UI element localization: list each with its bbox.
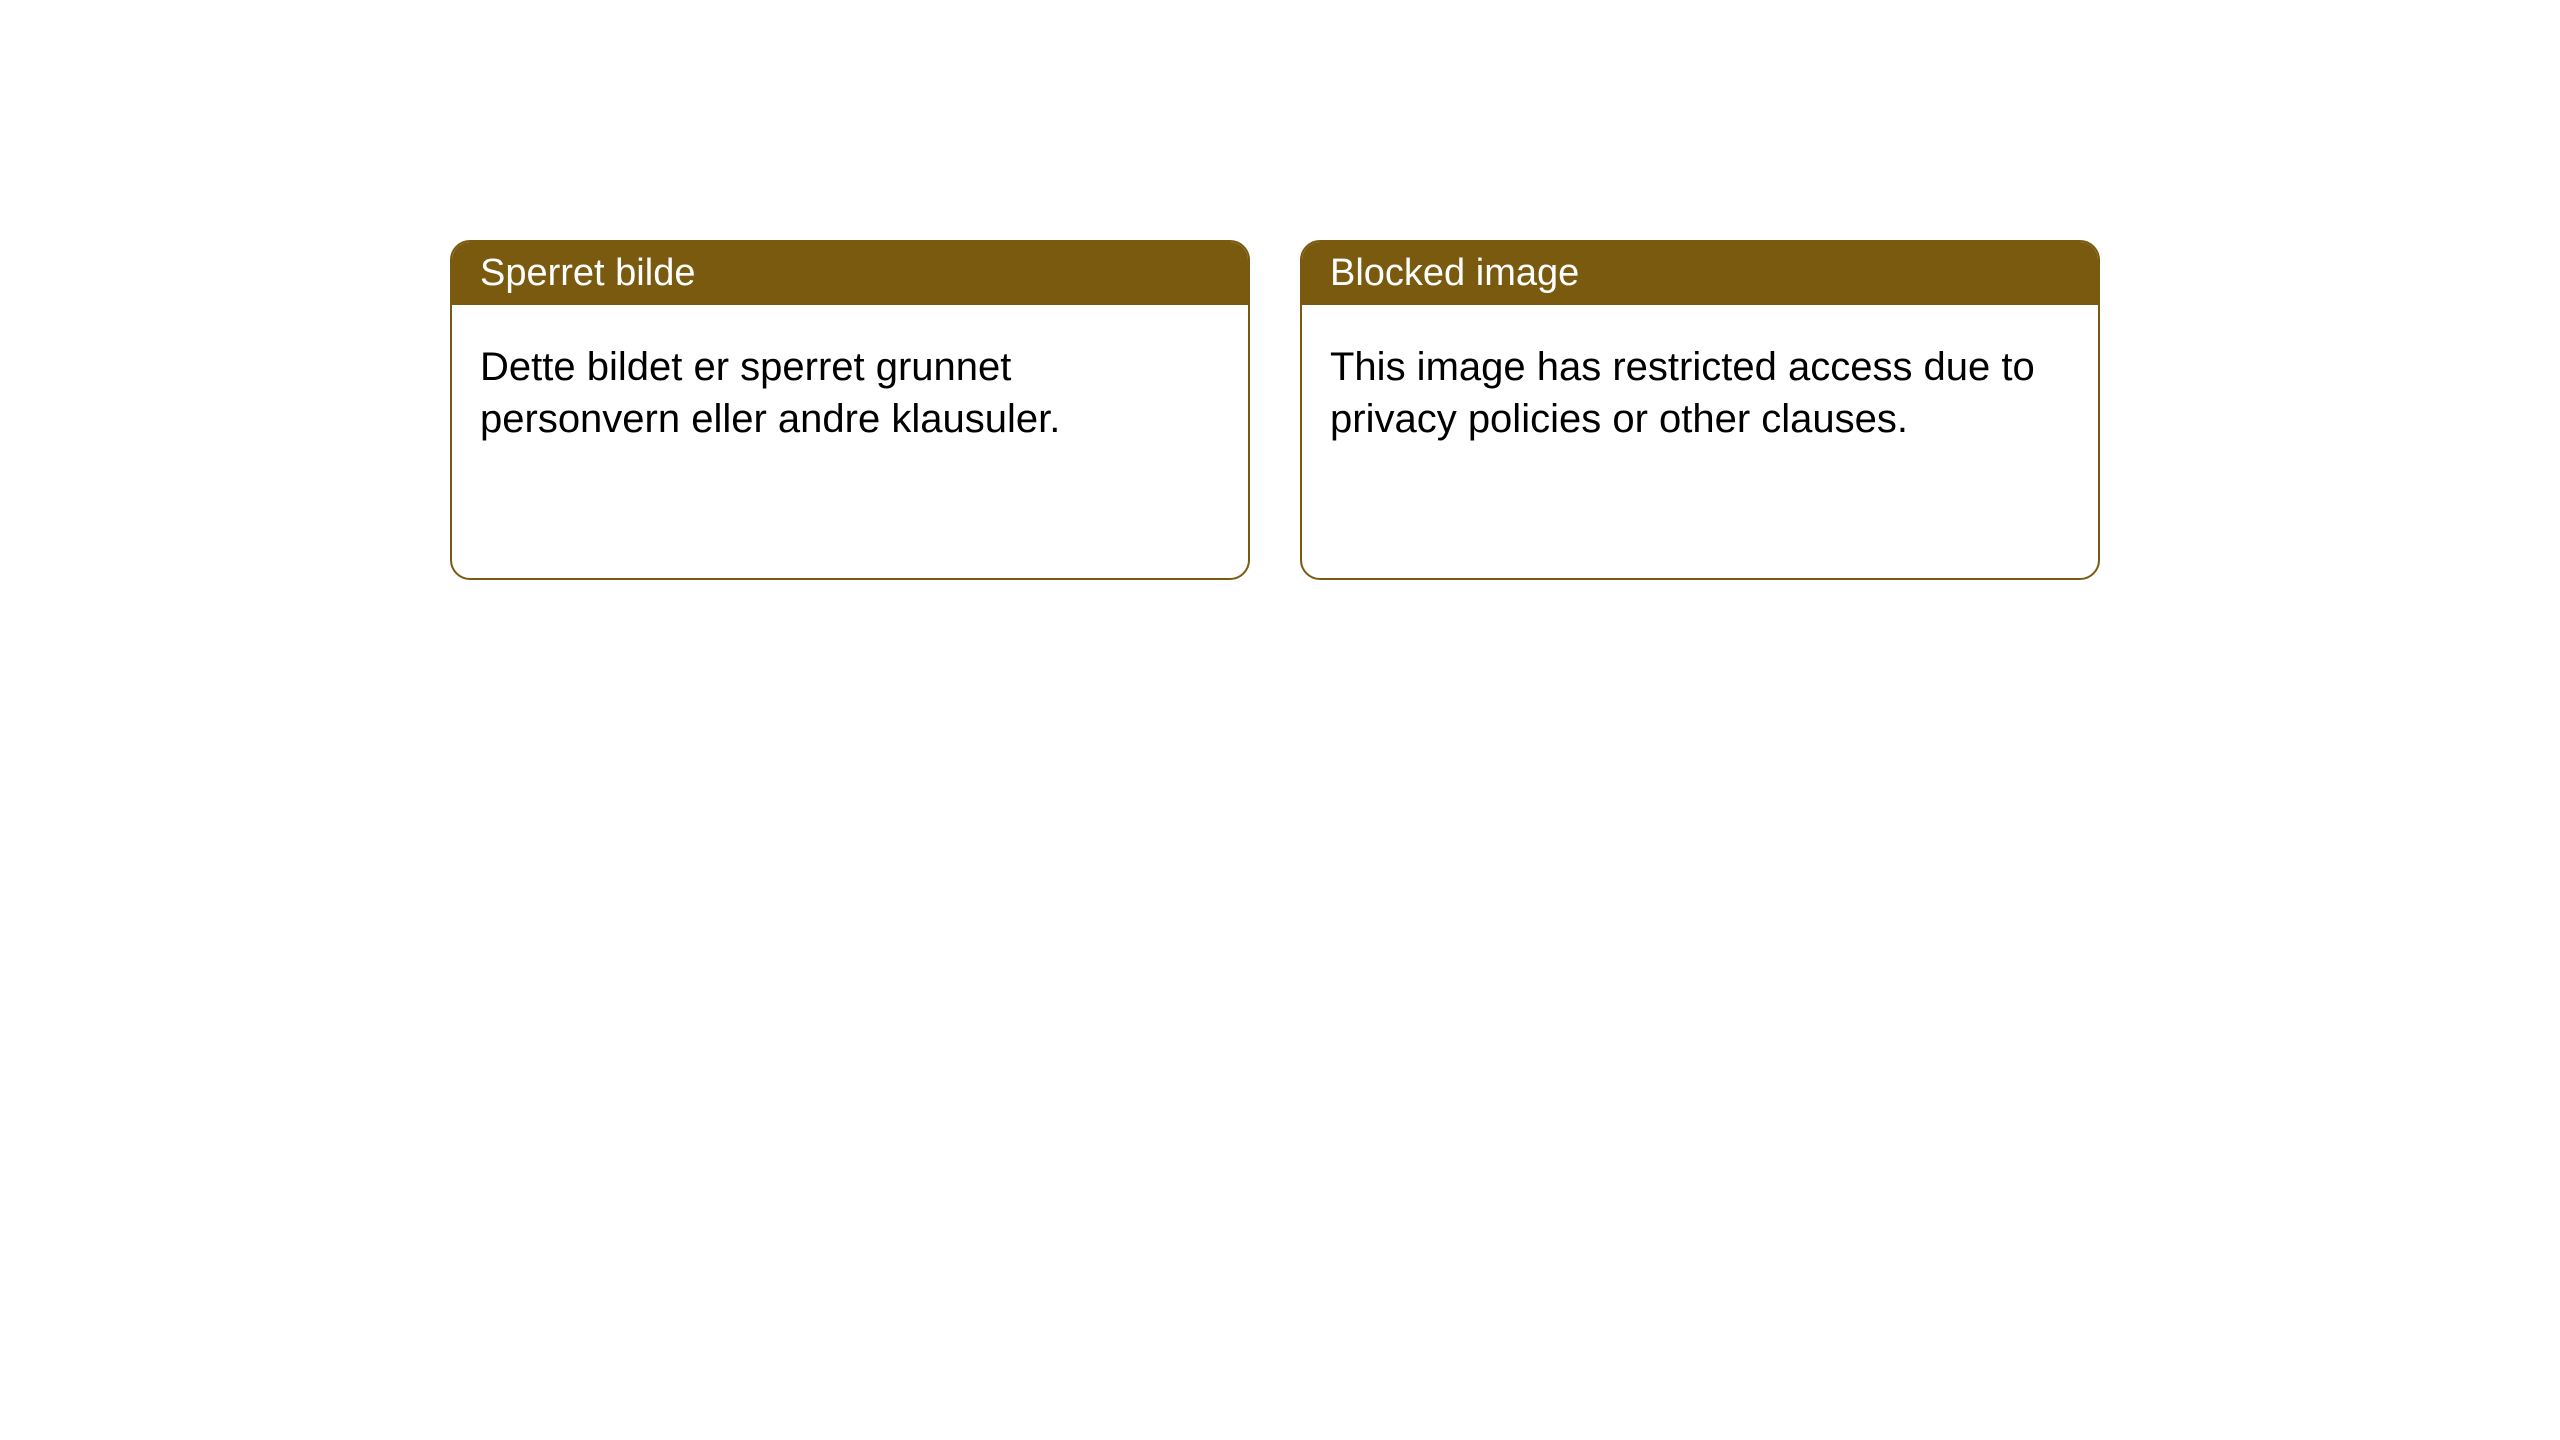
blocked-image-card-english: Blocked image This image has restricted … xyxy=(1300,240,2100,580)
card-header: Blocked image xyxy=(1302,242,2098,305)
blocked-image-notices: Sperret bilde Dette bildet er sperret gr… xyxy=(450,240,2560,580)
card-header: Sperret bilde xyxy=(452,242,1248,305)
blocked-image-card-norwegian: Sperret bilde Dette bildet er sperret gr… xyxy=(450,240,1250,580)
card-body: This image has restricted access due to … xyxy=(1302,305,2098,481)
card-body: Dette bildet er sperret grunnet personve… xyxy=(452,305,1248,481)
